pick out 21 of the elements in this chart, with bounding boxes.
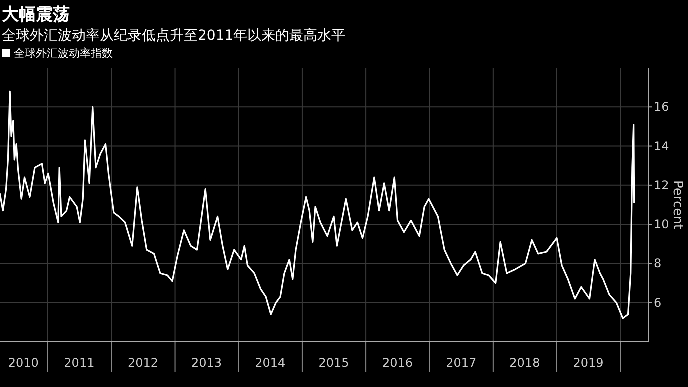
x-tick-label: 2019 [573,356,604,370]
y-axis-title: Percent [670,180,685,230]
x-tick-label: 2011 [64,356,95,370]
x-tick-label: 2017 [446,356,477,370]
legend-label: 全球外汇波动率指数 [14,47,113,60]
y-tick-label: 14 [654,139,670,154]
x-tick-label: 2016 [382,356,414,370]
chart-title: 大幅震荡 [2,5,70,25]
y-tick-label: 12 [654,178,670,192]
x-tick-label: 2012 [128,356,158,370]
x-tick-label: 2018 [510,356,540,370]
y-tick-label: 16 [654,100,670,114]
x-tick-label: 2014 [255,356,286,370]
x-tick-label: 2013 [192,356,222,370]
y-tick-label: 8 [654,256,662,271]
y-tick-label: 10 [654,218,670,232]
x-tick-label: 2015 [318,356,350,370]
chart-subtitle: 全球外汇波动率从纪录低点升至2011年以来的最高水平 [2,28,346,44]
x-tick-label: 2010 [8,356,39,370]
y-tick-label: 6 [654,296,662,310]
line-series [0,90,636,320]
